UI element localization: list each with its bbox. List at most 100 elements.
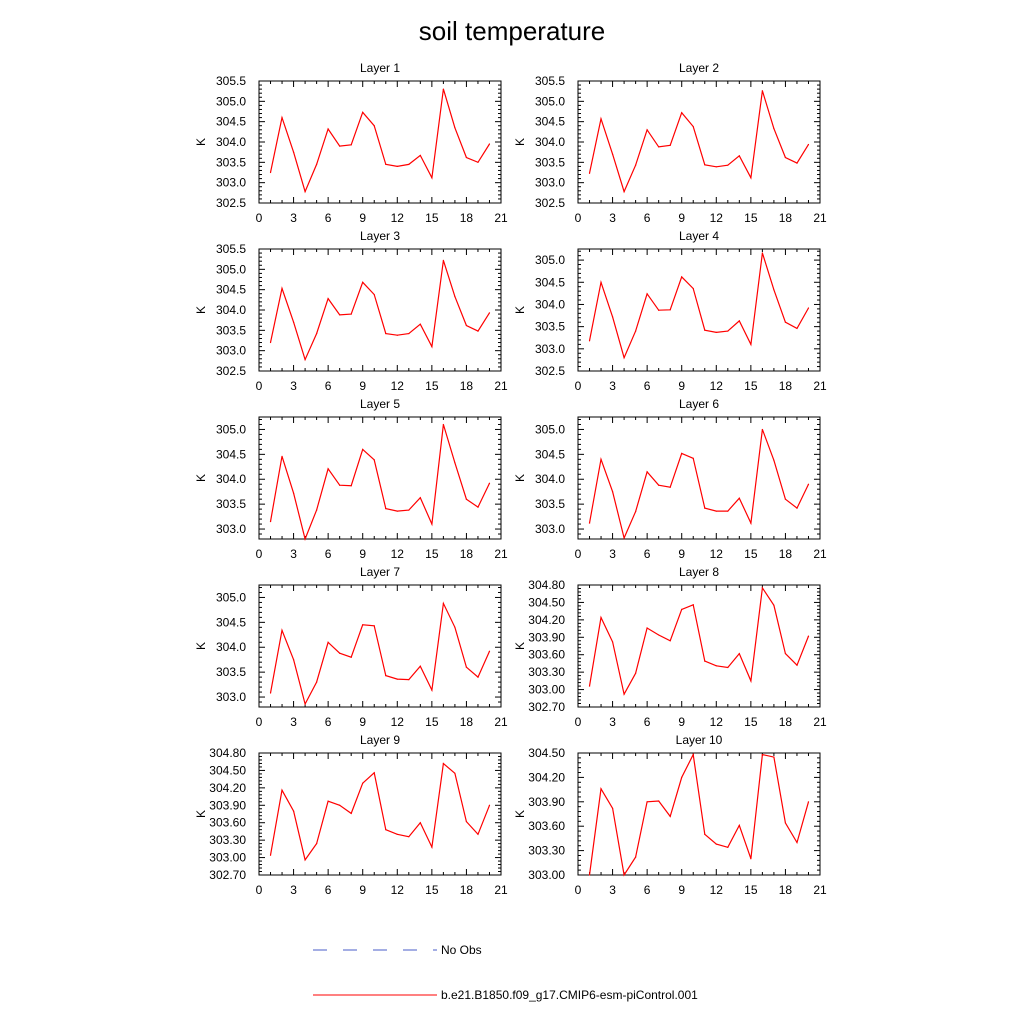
data-point — [465, 498, 468, 500]
x-tick-label: 12 — [710, 883, 724, 897]
x-tick-label: 12 — [710, 379, 724, 393]
data-point — [373, 125, 375, 127]
x-tick-label: 0 — [256, 547, 263, 561]
data-point — [704, 833, 706, 835]
x-tick-label: 18 — [460, 715, 474, 729]
data-point — [385, 508, 387, 510]
legend-label-no-obs: No Obs — [441, 943, 482, 957]
data-point — [588, 522, 591, 524]
data-point — [681, 112, 683, 114]
data-point — [269, 692, 272, 694]
x-tick-label: 21 — [813, 883, 827, 897]
y-axis-label: K — [194, 642, 208, 650]
x-tick-label: 21 — [813, 715, 827, 729]
data-point — [727, 666, 729, 669]
x-tick-label: 15 — [425, 379, 439, 393]
y-tick-label: 303.5 — [216, 155, 246, 169]
data-point — [419, 497, 421, 499]
x-tick-label: 12 — [710, 715, 724, 729]
data-point — [396, 510, 398, 512]
x-tick-label: 9 — [678, 379, 685, 393]
data-point — [704, 507, 706, 509]
plot-frame — [577, 80, 821, 204]
x-tick-label: 15 — [744, 547, 758, 561]
data-point — [611, 491, 614, 493]
data-point — [442, 259, 444, 261]
data-point — [281, 287, 283, 290]
data-point — [362, 111, 364, 113]
data-point — [304, 703, 306, 705]
data-point — [669, 486, 671, 488]
data-point — [750, 522, 752, 524]
data-point — [646, 627, 648, 629]
x-tick-label: 3 — [290, 211, 297, 225]
x-tick-label: 6 — [644, 547, 651, 561]
data-point — [796, 841, 798, 844]
x-tick-label: 3 — [290, 883, 297, 897]
plot-frame — [258, 416, 502, 540]
x-tick-label: 3 — [290, 715, 297, 729]
y-tick-label: 305.0 — [535, 422, 565, 436]
data-point — [646, 801, 648, 803]
data-point — [362, 281, 364, 283]
data-point — [316, 163, 318, 165]
y-tick-label: 305.0 — [535, 253, 565, 267]
y-tick-label: 303.0 — [535, 522, 565, 536]
series-line — [269, 424, 491, 541]
x-tick-label: 18 — [779, 883, 793, 897]
data-point — [761, 754, 763, 756]
x-tick-label: 0 — [256, 379, 263, 393]
x-tick-label: 6 — [644, 715, 651, 729]
data-point — [350, 313, 352, 315]
data-point — [454, 295, 456, 298]
data-point — [761, 252, 763, 254]
data-point — [727, 846, 729, 848]
data-point — [327, 800, 329, 802]
data-point — [738, 497, 740, 499]
y-tick-label: 303.0 — [535, 176, 565, 190]
y-tick-label: 304.5 — [216, 447, 246, 461]
y-tick-label: 303.00 — [528, 868, 565, 882]
data-point — [611, 807, 614, 809]
y-tick-label: 304.20 — [528, 613, 565, 627]
panel-layer-5: Layer 5 K 0 3 6 9 12 15 18 21 303.0 303.5 304.0 304.5… — [194, 397, 508, 561]
y-tick-label: 304.20 — [528, 770, 565, 784]
panel-title: Layer 8 — [679, 565, 719, 579]
data-point — [611, 316, 614, 318]
y-tick-label: 303.60 — [528, 819, 565, 833]
data-point — [350, 485, 352, 487]
data-point — [350, 144, 352, 146]
data-point — [488, 804, 491, 806]
data-point — [692, 604, 694, 606]
x-tick-label: 21 — [813, 547, 827, 561]
x-tick-label: 18 — [779, 211, 793, 225]
data-point — [362, 624, 364, 626]
panel-layer-2: Layer 2 K 0 3 6 9 12 15 18 21 302.5 303.0 303.5 304.0… — [513, 61, 827, 225]
x-tick-label: 3 — [609, 715, 616, 729]
x-tick-label: 18 — [460, 211, 474, 225]
x-tick-label: 9 — [359, 883, 366, 897]
x-tick-label: 9 — [359, 715, 366, 729]
panel-layer-3: Layer 3 K 0 3 6 9 12 15 18 21 302.5 303.0 303.5 304.0… — [194, 229, 508, 393]
data-point — [477, 506, 479, 508]
data-point — [292, 659, 295, 661]
data-point — [635, 856, 637, 858]
y-tick-label: 302.5 — [216, 364, 246, 378]
data-point — [692, 754, 694, 756]
data-point — [796, 162, 798, 164]
data-point — [658, 634, 660, 636]
data-point — [316, 681, 318, 683]
y-axis-label: K — [513, 138, 527, 146]
data-point — [646, 293, 648, 295]
x-tick-label: 6 — [325, 547, 332, 561]
y-tick-label: 304.5 — [216, 283, 246, 297]
data-point — [304, 538, 306, 540]
data-point — [431, 346, 433, 348]
x-tick-label: 12 — [710, 547, 724, 561]
data-point — [784, 156, 787, 159]
data-point — [658, 484, 660, 486]
data-point — [750, 177, 752, 179]
data-point — [796, 327, 798, 330]
x-tick-label: 6 — [644, 379, 651, 393]
